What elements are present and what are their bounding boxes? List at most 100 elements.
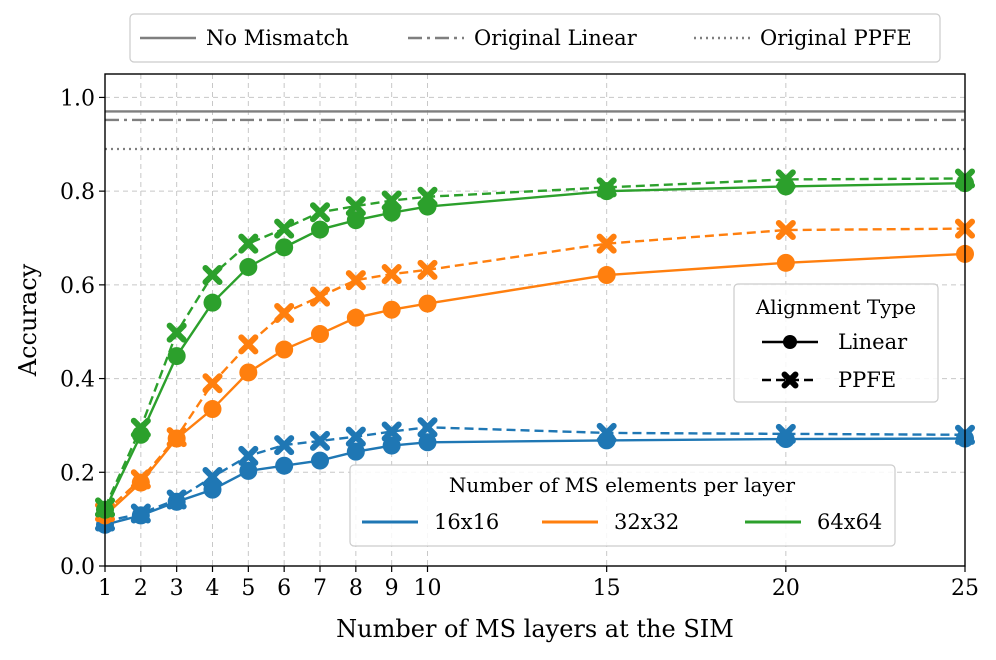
x-marker-stroke xyxy=(596,177,617,198)
legend-top-box xyxy=(129,13,941,63)
legend-alignment-type: Alignment Type Linear PPFE xyxy=(733,283,939,403)
x-marker-stroke xyxy=(202,264,223,286)
data-point xyxy=(238,233,259,254)
legend-elements-box xyxy=(349,464,896,547)
data-point xyxy=(311,325,329,344)
x-marker-stroke xyxy=(381,421,402,442)
data-point xyxy=(130,503,151,524)
data-point xyxy=(345,426,366,447)
x-marker-stroke xyxy=(309,286,331,307)
data-point xyxy=(275,456,294,475)
x-marker-stroke xyxy=(381,264,402,285)
x-tick-label: 15 xyxy=(593,576,621,601)
data-point xyxy=(381,421,402,442)
legend-alignment-title: Alignment Type xyxy=(755,295,916,319)
x-tick-label: 5 xyxy=(241,576,255,601)
legend-elements-title: Number of MS elements per layer xyxy=(449,473,796,497)
x-tick-label: 3 xyxy=(170,576,184,601)
data-point xyxy=(239,461,258,480)
data-point xyxy=(345,196,366,217)
x-marker-stroke xyxy=(345,426,366,447)
legend-elements: Number of MS elements per layer 16x16 32x… xyxy=(349,464,896,547)
data-point xyxy=(238,445,259,466)
legend-alignment-label: Linear xyxy=(838,330,908,354)
data-point xyxy=(381,264,402,285)
data-point xyxy=(274,218,295,239)
data-point xyxy=(203,400,222,419)
x-marker-stroke xyxy=(417,259,438,280)
legend-elements-label: 16x16 xyxy=(434,510,499,534)
x-marker-stroke xyxy=(775,220,796,241)
data-point xyxy=(597,266,616,285)
x-tick-label: 8 xyxy=(349,576,363,601)
data-point xyxy=(381,190,402,211)
data-point xyxy=(382,436,401,455)
x-marker-stroke xyxy=(130,469,151,490)
data-point xyxy=(202,466,223,487)
data-point xyxy=(417,186,438,207)
data-point xyxy=(309,286,331,307)
x-marker-stroke xyxy=(166,322,187,343)
data-point xyxy=(166,489,187,510)
data-point xyxy=(382,300,401,319)
x-marker-stroke xyxy=(274,218,295,239)
x-tick-label: 25 xyxy=(951,576,979,601)
y-tick-label: 0.6 xyxy=(60,274,95,299)
data-point xyxy=(311,451,329,470)
data-point xyxy=(309,202,331,223)
legend-elements-label: 32x32 xyxy=(614,510,679,534)
legend-top-label: Original Linear xyxy=(474,26,638,50)
x-marker-stroke xyxy=(166,489,187,510)
x-marker-stroke xyxy=(596,422,617,443)
x-tick-label: 10 xyxy=(414,576,442,601)
x-tick-label: 7 xyxy=(313,576,327,601)
data-point xyxy=(346,442,365,461)
data-point xyxy=(775,220,796,241)
x-marker-stroke xyxy=(775,169,796,190)
x-marker-stroke xyxy=(130,503,151,524)
x-tick-label: 20 xyxy=(772,576,800,601)
data-point xyxy=(417,259,438,280)
legend-alignment-label: PPFE xyxy=(838,368,896,392)
legend-top-label: No Mismatch xyxy=(206,26,349,50)
data-point xyxy=(309,430,331,451)
data-point xyxy=(775,423,796,444)
reference-lines xyxy=(105,110,965,151)
legend-elements-label: 64x64 xyxy=(817,510,882,534)
series-16x16-ppfe xyxy=(94,417,976,532)
x-marker-stroke xyxy=(274,302,295,323)
x-tick-label: 9 xyxy=(385,576,399,601)
data-point xyxy=(130,469,151,490)
x-marker-stroke xyxy=(417,417,438,438)
data-point xyxy=(238,334,259,355)
x-tick-label: 6 xyxy=(277,576,291,601)
x-tick-label: 1 xyxy=(98,576,112,601)
y-tick-label: 1.0 xyxy=(60,86,95,111)
x-tick-label: 2 xyxy=(134,576,148,601)
data-point xyxy=(166,322,187,343)
x-marker-stroke xyxy=(596,233,617,254)
data-point xyxy=(239,258,258,277)
series-layer xyxy=(94,168,976,534)
series-64x64-ppfe xyxy=(94,168,976,518)
x-marker-stroke xyxy=(781,371,799,389)
data-point xyxy=(202,373,223,394)
x-marker-stroke xyxy=(381,190,402,211)
data-point xyxy=(346,308,365,327)
data-point xyxy=(418,294,437,313)
data-point xyxy=(345,270,366,291)
data-point xyxy=(418,433,437,452)
data-point xyxy=(275,238,294,257)
x-marker-stroke xyxy=(202,373,223,394)
x-marker-stroke xyxy=(130,417,151,438)
x-marker-stroke xyxy=(238,445,259,466)
x-marker-stroke xyxy=(775,423,796,444)
data-point xyxy=(203,293,222,312)
data-point xyxy=(775,169,796,190)
data-point xyxy=(130,417,151,438)
x-marker-stroke xyxy=(309,430,331,451)
y-tick-label: 0.2 xyxy=(60,461,95,486)
data-point xyxy=(346,211,365,230)
data-point xyxy=(596,177,617,198)
data-point xyxy=(202,264,223,286)
